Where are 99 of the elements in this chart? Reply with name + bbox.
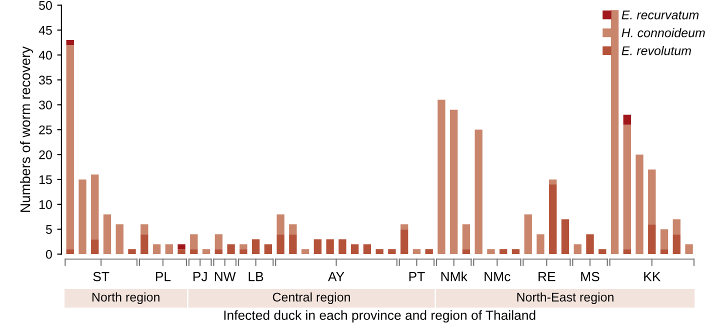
x-tick-label: RE [538,272,556,282]
bar [66,249,74,254]
bar [190,249,198,254]
bar [623,124,631,250]
bar [289,224,297,234]
text: North-East region [517,292,614,304]
x-tick-label: PT [409,272,425,282]
y-tick-label: 0 [46,250,52,259]
bar [214,249,222,254]
bar [165,244,173,254]
bar [140,224,148,234]
y-tick-label: 40 [38,50,52,60]
bar [549,184,557,254]
y-tick-label: 30 [39,100,52,110]
bar [240,244,248,250]
bar [598,249,606,254]
bar [412,249,421,254]
bar [326,239,334,254]
bar [376,249,384,254]
y-tick-label: 20 [39,150,52,160]
bar [450,110,458,254]
bar [388,249,396,254]
bar [672,219,680,234]
bar [536,234,544,254]
bar [350,244,359,254]
bar [672,234,680,254]
bar [400,229,408,254]
legend-label: E. recurvatum [622,10,699,20]
x-tick-label: MS [581,272,600,282]
legend-label: H. connoideum [622,28,705,38]
bar [190,234,198,250]
x-tick-label: LB [248,272,264,282]
bar [425,249,433,254]
y-tick-label: 10 [39,200,52,210]
bar [462,224,470,250]
bar [276,234,284,254]
bar [586,234,594,254]
bar [178,249,186,254]
bar [549,179,557,184]
bar [116,224,124,254]
bar [152,244,161,254]
bar [685,244,693,254]
bar [91,174,99,240]
bar [128,249,136,254]
bar [227,244,235,254]
x-tick-label: AY [328,272,344,282]
bar [474,130,482,254]
y-tick-label: 50 [39,1,52,10]
bar [636,154,644,254]
bar [500,249,508,254]
text: North region [92,292,160,304]
x-axis-title: Infected duck in each province and region of Thailand [224,310,536,323]
x-tick-label: PJ [193,272,207,282]
bar [214,234,222,250]
bar [660,229,668,250]
x-tick-label: NMc [484,272,510,282]
bar [524,214,532,254]
bar [438,100,446,254]
bar [252,239,260,254]
legend-label: E. revolutum [622,46,691,56]
bar [66,45,74,250]
bar [623,249,631,254]
bar [240,249,248,254]
x-tick-label: NW [214,272,236,282]
bar [338,239,346,254]
bar [574,244,582,254]
y-tick-label: 35 [39,76,52,85]
text: Central region [272,292,350,304]
y-tick-label: 15 [39,175,52,184]
bar [561,219,570,254]
bar [462,249,470,254]
bar [178,244,186,250]
bar [487,249,495,254]
bar [314,239,322,254]
y-tick-label: 45 [38,26,52,35]
x-tick-label: NMk [441,272,468,282]
bar [78,179,86,254]
bar [264,244,272,254]
bar [648,224,656,254]
bar [623,114,631,125]
x-tick-label: PL [156,272,171,282]
bar [202,249,210,254]
bar [289,234,297,254]
x-tick-label: ST [93,272,110,282]
y-axis-title: Numbers of worm recovery [20,46,33,212]
bar [103,214,112,254]
y-tick-label: 5 [46,225,52,234]
y-tick-label: 25 [39,125,52,134]
bar [512,249,520,254]
bar [91,239,99,254]
x-tick-label: KK [644,272,661,282]
bar [276,214,284,234]
bar [301,249,310,254]
bar [660,249,668,254]
bar [66,40,74,46]
bar [363,244,372,254]
bar [400,224,408,230]
bar [140,234,148,254]
bar [648,170,656,224]
